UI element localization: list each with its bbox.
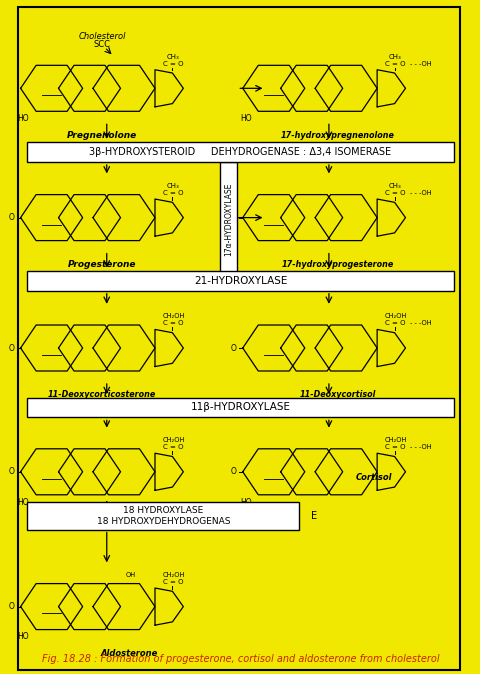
Text: HO: HO (239, 114, 251, 123)
Text: SCC: SCC (94, 40, 110, 49)
Text: C = O: C = O (384, 320, 405, 326)
Text: 11-Deoxycorticosterone: 11-Deoxycorticosterone (48, 390, 156, 399)
Text: 21-HYDROXYLASE: 21-HYDROXYLASE (193, 276, 287, 286)
Text: Fig. 18.28 : Formation of progesterone, cortisol and aldosterone from cholestero: Fig. 18.28 : Formation of progesterone, … (42, 654, 438, 664)
Text: HO: HO (18, 632, 29, 642)
Text: HO: HO (18, 114, 29, 123)
Text: HO: HO (18, 497, 29, 507)
Text: CH₂OH: CH₂OH (384, 437, 406, 443)
Text: C = O: C = O (163, 61, 183, 67)
Text: CH₂OH: CH₂OH (162, 572, 184, 578)
Text: O: O (8, 213, 14, 222)
Text: CH₃: CH₃ (388, 183, 401, 189)
Text: - - -OH: - - -OH (409, 190, 431, 196)
Text: CH₂OH: CH₂OH (162, 437, 184, 443)
FancyBboxPatch shape (27, 398, 453, 417)
Text: CH₃: CH₃ (388, 53, 401, 59)
FancyBboxPatch shape (27, 271, 453, 290)
Text: C = O: C = O (384, 444, 405, 450)
FancyBboxPatch shape (27, 142, 453, 162)
Text: CH₂OH: CH₂OH (384, 313, 406, 319)
Text: E: E (310, 511, 316, 521)
Text: - - -OH: - - -OH (409, 61, 431, 67)
Text: 17α-HYDROXYLASE: 17α-HYDROXYLASE (224, 183, 233, 256)
Text: O: O (230, 213, 236, 222)
Text: Cholesterol: Cholesterol (78, 32, 126, 40)
Text: HO: HO (239, 497, 251, 507)
Text: 17-hydroxyprogesterone: 17-hydroxyprogesterone (281, 260, 393, 269)
Text: C = O: C = O (163, 190, 183, 196)
Text: - - -OH: - - -OH (409, 320, 431, 326)
Text: 17-hydroxypregnenolone: 17-hydroxypregnenolone (280, 131, 394, 140)
Text: CH₃: CH₃ (167, 53, 180, 59)
Text: C = O: C = O (384, 190, 405, 196)
Text: CH₂OH: CH₂OH (162, 313, 184, 319)
Text: Cortisol: Cortisol (355, 472, 392, 482)
Text: O: O (8, 344, 14, 353)
Text: O: O (8, 467, 14, 477)
Text: C = O: C = O (163, 320, 183, 326)
Text: 11β-HYDROXYLASE: 11β-HYDROXYLASE (190, 402, 290, 412)
Text: Pregnenolone: Pregnenolone (67, 131, 137, 140)
Text: 11-Deoxycortisol: 11-Deoxycortisol (299, 390, 375, 399)
Text: OH: OH (126, 572, 136, 578)
FancyBboxPatch shape (220, 162, 237, 276)
Text: C = O: C = O (163, 444, 183, 450)
FancyBboxPatch shape (27, 502, 299, 530)
Text: O: O (230, 344, 236, 353)
Text: 3β-HYDROXYSTEROID     DEHYDROGENASE : Δ3,4 ISOMERASE: 3β-HYDROXYSTEROID DEHYDROGENASE : Δ3,4 I… (89, 147, 391, 157)
Text: - - -OH: - - -OH (409, 444, 431, 450)
Text: Corticosterone: Corticosterone (76, 514, 146, 523)
Text: O: O (230, 467, 236, 477)
Text: Progesterone: Progesterone (68, 260, 136, 269)
Text: 18 HYDROXYLASE
18 HYDROXYDEHYDROGENAS: 18 HYDROXYLASE 18 HYDROXYDEHYDROGENAS (96, 506, 230, 526)
Text: CH₃: CH₃ (167, 183, 180, 189)
Text: C = O: C = O (384, 61, 405, 67)
Text: C = O: C = O (163, 579, 183, 585)
Text: Aldosterone: Aldosterone (101, 649, 158, 658)
Text: O: O (8, 602, 14, 611)
